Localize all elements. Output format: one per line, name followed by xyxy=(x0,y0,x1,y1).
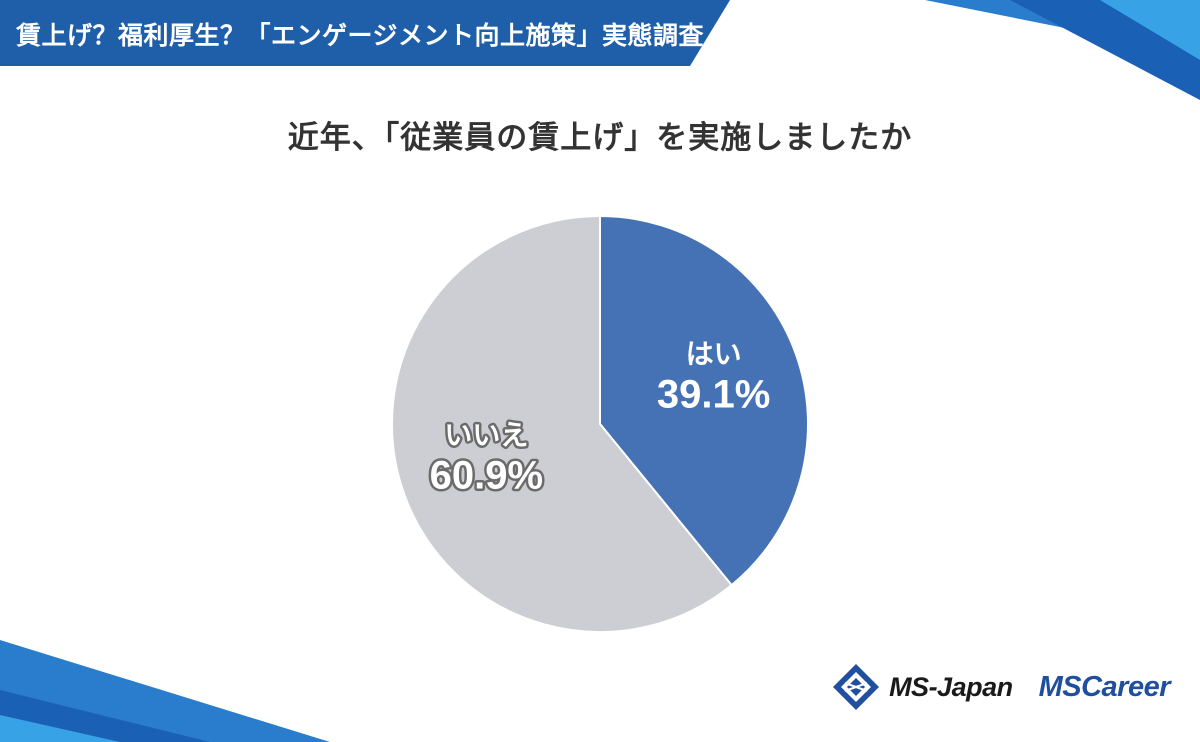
ms-career-wordmark: MSCareer xyxy=(1038,670,1171,703)
ms-japan-logo: MS-Japan xyxy=(831,662,1013,712)
slice-label-no: いいえ xyxy=(444,419,528,452)
pie-slice-yes xyxy=(599,214,809,587)
slice-value-no: 60.9% xyxy=(430,454,543,498)
slice-value-yes: 39.1% xyxy=(657,372,770,416)
chart-title: 近年、「従業員の賃上げ」を実施しましたか xyxy=(287,120,913,156)
ms-japan-diamond-icon xyxy=(833,664,880,710)
footer-logos: MS-Japan MSCareer xyxy=(831,662,1171,712)
header-banner xyxy=(0,0,730,66)
ms-japan-wordmark: MS-Japan xyxy=(889,671,1013,702)
banner-title: 賃上げ？福利厚生？「エンゲージメント向上施策」実態調査 xyxy=(16,21,705,50)
slice-label-yes: はい xyxy=(686,337,742,370)
pie-slice-no xyxy=(391,214,733,633)
